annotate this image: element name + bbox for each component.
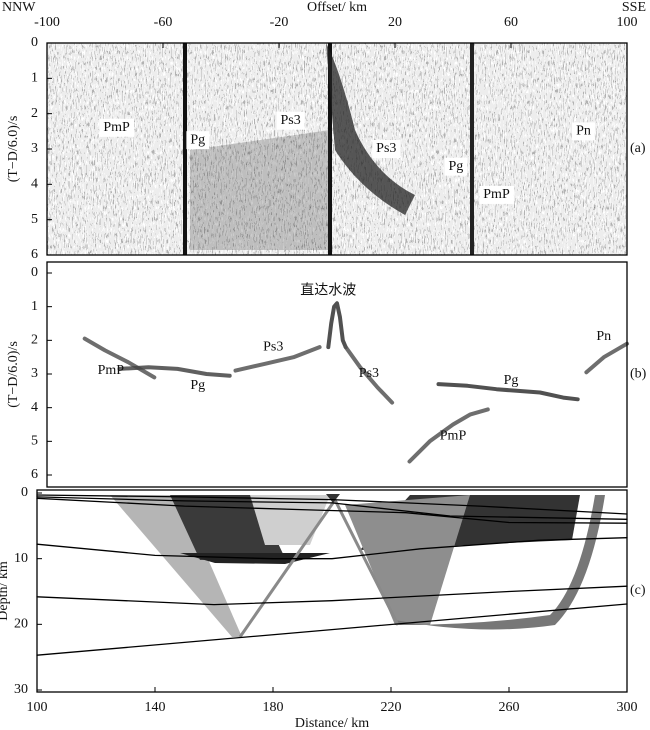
x-tick-label: 60 xyxy=(504,15,518,30)
annotation: Pn xyxy=(596,329,611,344)
ray-fan xyxy=(110,495,242,637)
trace-stripe xyxy=(470,43,474,255)
trace-stripe xyxy=(183,43,187,255)
annotation: Ps3 xyxy=(376,141,396,156)
data-line xyxy=(36,537,628,560)
data-line xyxy=(36,603,628,656)
annotation: PmP xyxy=(98,363,125,378)
annotation: Pn xyxy=(576,124,591,139)
x-tick-label: 100 xyxy=(617,15,638,30)
annotation: Pg xyxy=(449,159,464,174)
x-tick-label: -60 xyxy=(154,15,173,30)
annotation: Pg xyxy=(190,378,205,393)
annotation-box xyxy=(372,140,401,158)
data-line xyxy=(117,365,232,378)
annotation: PmP xyxy=(483,187,510,202)
annotation-box xyxy=(479,185,514,204)
annotation: PmP xyxy=(440,429,467,444)
data-line xyxy=(36,585,628,606)
data-line xyxy=(584,341,629,375)
annotation-box xyxy=(276,111,305,130)
direction-label: NNW xyxy=(2,0,36,15)
data-line xyxy=(326,301,348,350)
seismic-texture xyxy=(47,43,627,255)
y-axis-label: Depth/ km xyxy=(0,561,11,621)
data-line xyxy=(233,345,322,373)
direction-label: SSE xyxy=(622,0,646,15)
data-line xyxy=(36,494,628,515)
annotation: Pg xyxy=(190,132,205,147)
x-tick-label: 180 xyxy=(263,700,284,715)
y-tick-label: 5 xyxy=(31,434,38,449)
y-tick-label: 10 xyxy=(14,551,28,566)
annotation-box xyxy=(444,157,468,176)
ray-fan xyxy=(250,495,330,545)
ray xyxy=(238,499,400,638)
x-tick-label: 260 xyxy=(499,700,520,715)
annotation: Ps3 xyxy=(280,113,300,128)
data-line xyxy=(436,382,580,402)
x-axis-label: Distance/ km xyxy=(295,716,369,730)
annotation: Ps3 xyxy=(263,339,283,354)
source xyxy=(326,494,340,503)
data-line xyxy=(36,497,628,524)
y-tick-label: 2 xyxy=(31,333,38,348)
trace-stripe xyxy=(328,43,332,255)
shadow xyxy=(190,130,330,250)
y-axis-label: (T−D/6.0)/s xyxy=(6,341,21,408)
y-tick-label: 5 xyxy=(31,212,38,227)
x-tick-label: 140 xyxy=(145,700,166,715)
y-tick-label: 30 xyxy=(14,682,28,697)
y-tick-label: 20 xyxy=(14,617,28,632)
annotation-box xyxy=(99,118,135,137)
annotation-box xyxy=(186,131,210,150)
ray-fans xyxy=(110,494,605,638)
annotation: 直达水波 xyxy=(300,282,356,299)
y-tick-label: 1 xyxy=(31,71,38,86)
data-line xyxy=(343,345,395,405)
y-tick-label: 0 xyxy=(31,35,38,50)
x-tick-label: 220 xyxy=(381,700,402,715)
y-tick-label: 4 xyxy=(31,400,38,415)
y-tick-label: 3 xyxy=(31,366,38,381)
panel-label: (c) xyxy=(630,583,646,598)
data-line xyxy=(407,407,490,464)
annotation: Pg xyxy=(504,373,519,388)
annotation: PmP xyxy=(103,120,130,135)
panel-label: (b) xyxy=(630,367,647,382)
direct-wave xyxy=(326,43,415,215)
y-tick-label: 4 xyxy=(31,177,38,192)
x-tick-label: 300 xyxy=(617,700,638,715)
annotation: Ps3 xyxy=(359,366,379,381)
y-tick-label: 0 xyxy=(31,265,38,280)
y-tick-label: 6 xyxy=(31,467,38,482)
data-line xyxy=(36,496,628,520)
x-tick-label: 100 xyxy=(27,700,48,715)
panel-label: (a) xyxy=(630,141,646,156)
y-tick-label: 1 xyxy=(31,299,38,314)
y-axis-label: (T−D/6.0)/s xyxy=(6,116,21,183)
annotation-box xyxy=(572,122,595,141)
frame xyxy=(36,489,628,693)
x-tick-label: -100 xyxy=(34,15,60,30)
x-tick-label: -20 xyxy=(270,15,289,30)
y-tick-label: 2 xyxy=(31,106,38,121)
x-tick-label: 20 xyxy=(388,15,402,30)
y-tick-label: 6 xyxy=(31,247,38,262)
data-line xyxy=(82,336,157,380)
x-axis-label: Offset/ km xyxy=(307,0,367,15)
y-tick-label: 3 xyxy=(31,141,38,156)
ray-fan xyxy=(345,495,470,625)
y-tick-label: 0 xyxy=(21,485,28,500)
